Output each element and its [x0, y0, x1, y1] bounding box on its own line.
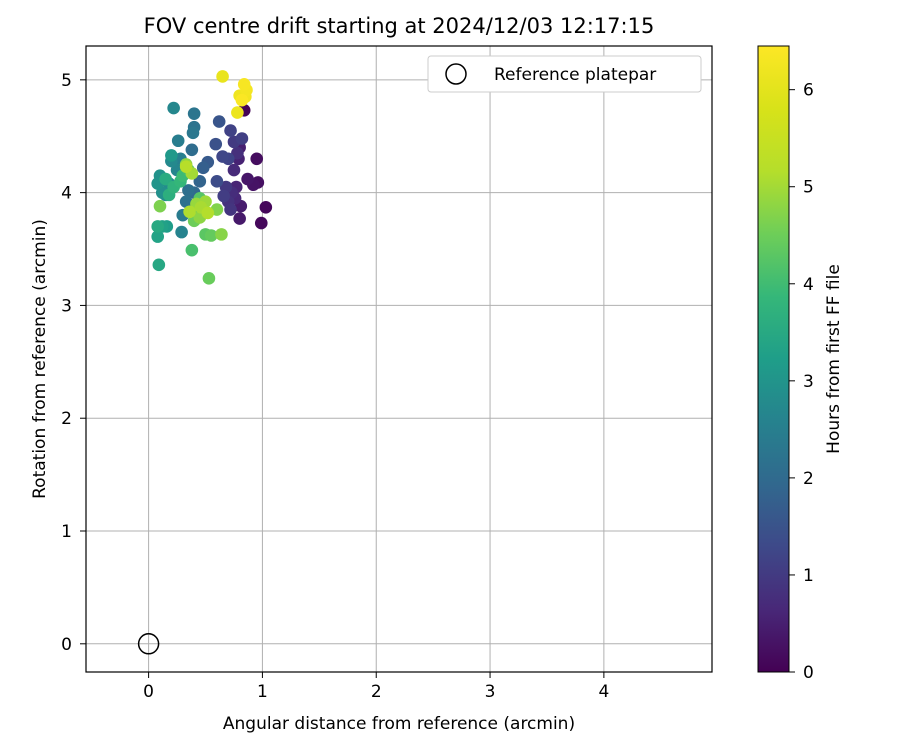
scatter-point: [179, 195, 193, 208]
x-tick-label: 1: [257, 682, 268, 702]
scatter-point: [187, 107, 201, 120]
scatter-point: [159, 172, 172, 186]
y-tick-label: 0: [61, 635, 72, 655]
scatter-point: [250, 152, 264, 166]
scatter-point: [233, 212, 246, 225]
scatter-point: [175, 225, 188, 239]
legend-marker-reference: [445, 63, 467, 85]
scatter-point: [237, 78, 251, 91]
scatter-point: [210, 175, 224, 188]
scatter-point: [215, 228, 228, 241]
scatter-point: [241, 172, 254, 186]
scatter-point: [204, 229, 218, 242]
y-axis-ticks: 0 1 2 3 4 5: [61, 71, 86, 655]
colorbar-tick-label: 2: [803, 469, 814, 489]
scatter-point: [185, 243, 199, 257]
colorbar-tick-label: 1: [803, 566, 814, 586]
scatter-point: [216, 150, 229, 163]
reference-platepar-marker: [137, 633, 160, 655]
scatter-point: [235, 93, 249, 107]
x-axis-ticks: 0 1 2 3 4: [143, 672, 609, 702]
y-tick-label: 4: [61, 184, 72, 204]
scatter-point: [254, 216, 268, 230]
scatter-point: [167, 101, 180, 115]
scatter-point: [231, 106, 244, 119]
y-tick-label: 3: [61, 296, 72, 316]
scatter-point: [196, 161, 210, 175]
scatter-point: [217, 189, 231, 203]
scatter-point: [193, 175, 207, 188]
scatter-point: [212, 115, 226, 128]
scatter-point: [259, 200, 273, 214]
y-tick-label: 2: [61, 409, 72, 429]
scatter-point: [224, 124, 237, 137]
legend: Reference platepar: [427, 55, 702, 93]
scatter-point: [151, 220, 165, 233]
reference-marker-group: [137, 633, 160, 655]
x-axis-label: Angular distance from reference (arcmin): [223, 714, 575, 734]
legend-box: [427, 55, 702, 93]
chart-title: FOV centre drift starting at 2024/12/03 …: [144, 14, 655, 38]
scatter-point: [185, 143, 199, 157]
plot-frame: [85, 45, 713, 673]
scatter-point: [201, 206, 215, 220]
scatter-point: [165, 149, 178, 162]
colorbar-tick-label: 5: [803, 178, 814, 198]
x-tick-label: 4: [598, 682, 609, 702]
scatter-point: [202, 272, 216, 285]
scatter-point: [152, 258, 166, 272]
colorbar-tick-label: 3: [803, 372, 814, 392]
scatter-point: [235, 132, 249, 145]
colorbar-tick-label: 4: [803, 275, 814, 295]
scatter-point: [186, 126, 200, 140]
scatter-point: [216, 70, 229, 83]
scatter-point: [153, 199, 167, 213]
scatter-point: [182, 184, 195, 197]
scatter-points: [151, 70, 273, 285]
colorbar-gradient: [757, 45, 790, 673]
scatter-point: [171, 134, 185, 148]
x-tick-label: 2: [371, 682, 382, 702]
y-tick-label: 5: [61, 71, 72, 91]
y-tick-label: 1: [61, 522, 72, 542]
legend-label-reference: Reference platepar: [494, 65, 656, 85]
colorbar-tick-label: 6: [803, 81, 814, 101]
colorbar-label: Hours from first FF file: [824, 264, 844, 454]
colorbar: 0 1 2 3 4 5 6 Hours from first FF file: [757, 45, 844, 683]
colorbar-tick-label: 0: [803, 663, 814, 683]
scatter-point: [227, 163, 241, 177]
scatter-point: [179, 160, 193, 173]
scatter-point: [209, 137, 223, 151]
x-tick-label: 0: [143, 682, 154, 702]
scatter-point: [224, 203, 237, 216]
scatter-point: [231, 146, 244, 160]
x-tick-label: 3: [485, 682, 496, 702]
scatter-point: [151, 230, 165, 243]
colorbar-ticks: 0 1 2 3 4 5 6: [789, 81, 814, 683]
y-axis-label: Rotation from reference (arcmin): [30, 219, 50, 499]
scatter-point: [183, 205, 196, 219]
